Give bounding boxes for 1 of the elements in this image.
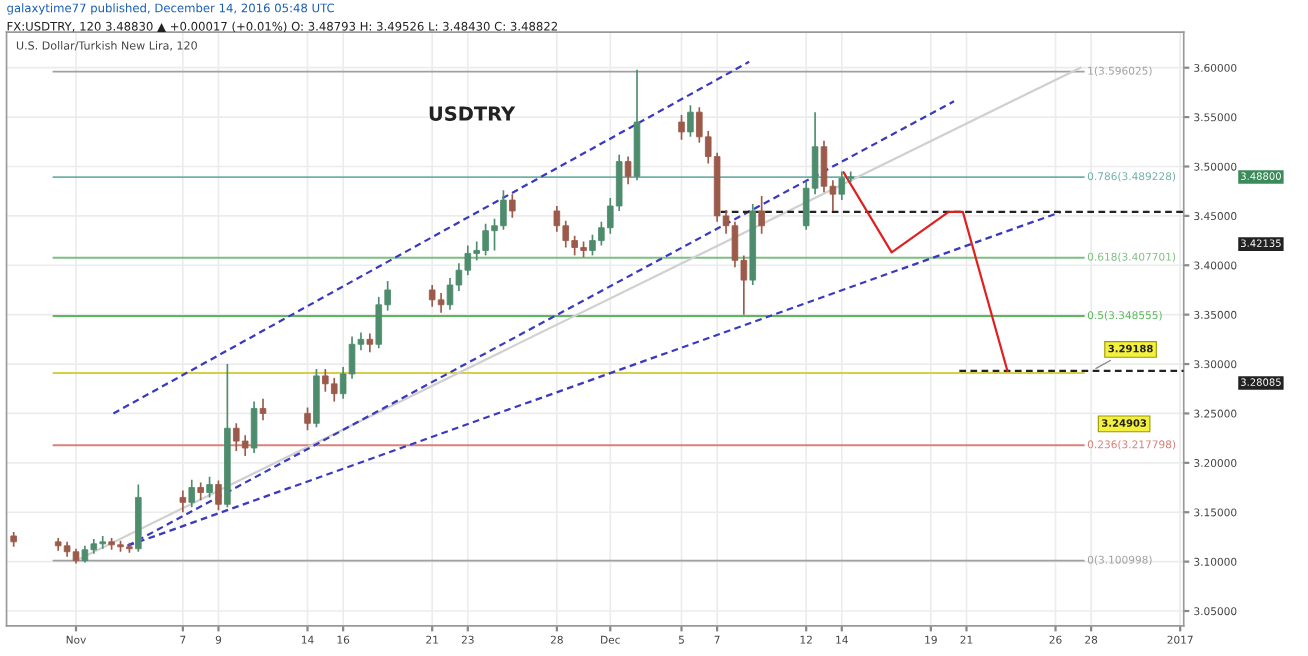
text: USDTRY	[429, 106, 516, 121]
